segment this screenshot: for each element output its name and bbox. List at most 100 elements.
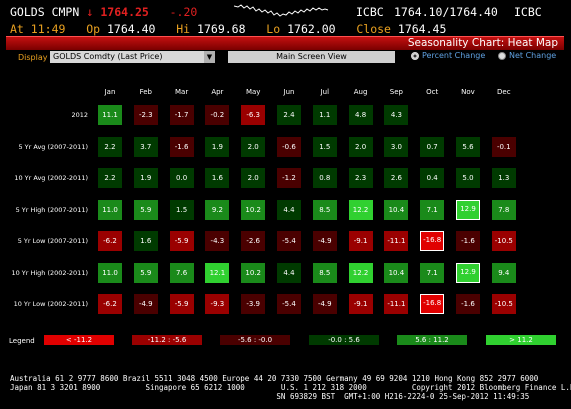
- heatmap-cell[interactable]: 1.9: [205, 136, 230, 157]
- ticker-symbol[interactable]: GOLDS: [10, 5, 45, 19]
- legend-swatch: -11.2 : -5.6: [132, 335, 202, 345]
- heatmap-cell[interactable]: -1.6: [169, 136, 194, 157]
- heatmap-cell[interactable]: 2.0: [348, 136, 373, 157]
- heatmap-cell[interactable]: -16.8: [420, 294, 445, 314]
- heatmap-cell[interactable]: 4.3: [384, 105, 409, 125]
- heatmap-cell[interactable]: -1.6: [456, 294, 480, 314]
- heatmap-cell[interactable]: 5.9: [133, 199, 158, 220]
- heatmap-cell[interactable]: -2.6: [241, 231, 266, 251]
- radio-selected-icon[interactable]: [411, 51, 419, 60]
- main-screen-view-button[interactable]: Main Screen View: [228, 51, 395, 63]
- heatmap-cell[interactable]: 11.1: [98, 105, 122, 125]
- heatmap-cell[interactable]: 1.1: [312, 105, 337, 125]
- heatmap-cell[interactable]: 8.5: [312, 199, 337, 220]
- heatmap-cell[interactable]: 2.2: [98, 168, 122, 188]
- heatmap-cell[interactable]: -0.2: [205, 105, 230, 125]
- heatmap-cell[interactable]: -9.3: [205, 294, 230, 314]
- heatmap-cell[interactable]: -1.7: [169, 105, 194, 125]
- heatmap-cell[interactable]: 2.3: [348, 168, 373, 188]
- heatmap-cell[interactable]: 10.2: [241, 262, 266, 283]
- low-value: 1762.00: [287, 22, 336, 36]
- heatmap-cell[interactable]: -5.9: [169, 294, 194, 314]
- heatmap-cell[interactable]: 7.1: [420, 262, 445, 283]
- time-label: At: [10, 22, 24, 36]
- heatmap-cell[interactable]: 1.5: [169, 199, 194, 220]
- heatmap-cell[interactable]: -2.3: [133, 105, 158, 125]
- heatmap-cell[interactable]: 1.5: [312, 136, 337, 157]
- heatmap-cell[interactable]: -11.1: [384, 231, 409, 251]
- heatmap-cell[interactable]: -16.8: [420, 231, 445, 251]
- heatmap-cell[interactable]: 1.3: [491, 168, 516, 188]
- net-change-radio[interactable]: Net Change: [498, 51, 556, 60]
- heatmap-cell[interactable]: -1.6: [456, 231, 480, 251]
- heatmap-cell[interactable]: 9.2: [205, 199, 230, 220]
- heatmap-cell[interactable]: -4.3: [205, 231, 230, 251]
- heatmap-cell[interactable]: 0.0: [169, 168, 194, 188]
- heatmap-cell[interactable]: -6.2: [98, 294, 122, 314]
- heatmap-cell[interactable]: 11.0: [98, 199, 122, 220]
- radio-unselected-icon[interactable]: [498, 51, 506, 60]
- heatmap-cell[interactable]: 10.4: [384, 262, 409, 283]
- net-change: -.20: [169, 5, 198, 19]
- heatmap-cell[interactable]: -4.9: [312, 231, 337, 251]
- heatmap-cell[interactable]: -6.2: [98, 231, 122, 251]
- heatmap-cell[interactable]: 10.2: [241, 199, 266, 220]
- heatmap-cell[interactable]: -6.3: [241, 105, 266, 125]
- month-header-dec: Dec: [497, 88, 511, 96]
- heatmap-cell[interactable]: 1.6: [133, 231, 158, 251]
- heatmap-cell[interactable]: -0.6: [277, 136, 301, 157]
- heatmap-cell[interactable]: 12.2: [348, 199, 373, 220]
- heatmap-cell[interactable]: 2.0: [241, 168, 266, 188]
- heatmap-cell[interactable]: 12.9: [456, 262, 480, 283]
- heatmap-cell[interactable]: 1.9: [133, 168, 158, 188]
- heatmap-cell[interactable]: 0.8: [312, 168, 337, 188]
- heatmap-cell[interactable]: -5.4: [277, 231, 301, 251]
- heatmap-cell[interactable]: 2.4: [277, 105, 301, 125]
- heatmap-cell[interactable]: -4.9: [133, 294, 158, 314]
- heatmap-cell[interactable]: 7.1: [420, 199, 445, 220]
- heatmap-cell[interactable]: 8.5: [312, 262, 337, 283]
- heatmap-cell[interactable]: 5.6: [456, 136, 480, 157]
- heatmap-cell[interactable]: -10.5: [491, 294, 516, 314]
- heatmap-cell[interactable]: 7.6: [169, 262, 194, 283]
- heatmap-cell[interactable]: 4.4: [277, 262, 301, 283]
- bid-ask: 1764.10/1764.40: [394, 5, 498, 19]
- heatmap-cell[interactable]: 12.2: [348, 262, 373, 283]
- heatmap-cell[interactable]: -11.1: [384, 294, 409, 314]
- close-value: 1764.45: [397, 22, 447, 36]
- heatmap-cell[interactable]: -9.1: [348, 231, 373, 251]
- heatmap-cell[interactable]: 5.9: [133, 262, 158, 283]
- legend-swatch: -0.0 : 5.6: [309, 335, 379, 345]
- percent-change-radio[interactable]: Percent Change: [411, 51, 485, 60]
- heatmap-cell[interactable]: -1.2: [277, 168, 301, 188]
- heatmap-cell[interactable]: 3.0: [384, 136, 409, 157]
- heatmap-cell[interactable]: 11.0: [98, 262, 122, 283]
- heatmap-cell[interactable]: -3.9: [241, 294, 266, 314]
- open-label: Op: [86, 22, 101, 36]
- heatmap-cell[interactable]: -5.4: [277, 294, 301, 314]
- heatmap-cell[interactable]: 4.8: [348, 105, 373, 125]
- heatmap-cell[interactable]: 12.1: [205, 262, 230, 283]
- row-label: 10 Yr Low (2002-2011): [13, 300, 88, 308]
- heatmap-cell[interactable]: 7.8: [491, 199, 516, 220]
- heatmap-cell[interactable]: 2.0: [241, 136, 266, 157]
- heatmap-cell[interactable]: 12.9: [456, 199, 480, 220]
- chevron-down-icon[interactable]: ▼: [204, 51, 215, 63]
- heatmap-cell[interactable]: 0.7: [420, 136, 445, 157]
- heatmap-cell[interactable]: 10.4: [384, 199, 409, 220]
- month-header-oct: Oct: [426, 88, 439, 96]
- heatmap-cell[interactable]: 2.6: [384, 168, 409, 188]
- heatmap-cell[interactable]: -10.5: [491, 231, 516, 251]
- heatmap-cell[interactable]: -5.9: [169, 231, 194, 251]
- heatmap-cell[interactable]: 3.7: [133, 136, 158, 157]
- display-select[interactable]: GOLDS Comdty (Last Price) ▼: [50, 51, 215, 63]
- heatmap-cell[interactable]: 4.4: [277, 199, 301, 220]
- heatmap-cell[interactable]: 0.4: [420, 168, 445, 188]
- heatmap-cell[interactable]: -9.1: [348, 294, 373, 314]
- heatmap-cell[interactable]: 2.2: [98, 136, 122, 157]
- heatmap-cell[interactable]: 9.4: [491, 262, 516, 283]
- heatmap-cell[interactable]: 1.6: [205, 168, 230, 188]
- heatmap-cell[interactable]: -4.9: [312, 294, 337, 314]
- heatmap-cell[interactable]: -0.1: [491, 136, 516, 157]
- heatmap-cell[interactable]: 5.0: [456, 168, 480, 188]
